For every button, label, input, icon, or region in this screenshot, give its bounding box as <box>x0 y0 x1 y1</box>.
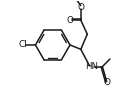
Text: O: O <box>77 3 84 12</box>
Text: O: O <box>66 16 74 25</box>
Text: Cl: Cl <box>19 40 27 50</box>
Text: O: O <box>104 78 111 87</box>
Text: HN: HN <box>85 62 98 71</box>
